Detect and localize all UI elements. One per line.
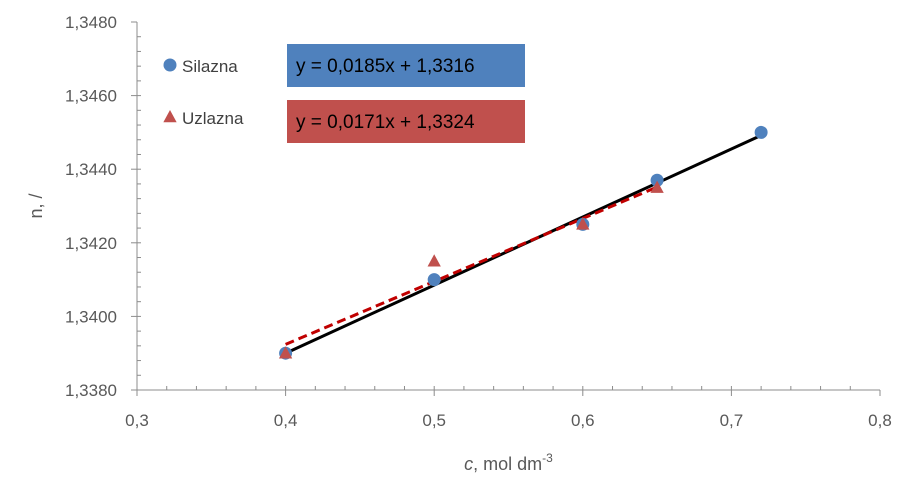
y-axis-title: n, / [26, 193, 46, 218]
legend-label-uzlazna: Uzlazna [182, 109, 244, 128]
x-tick-label: 0,7 [720, 411, 744, 430]
x-tick-label: 0,3 [125, 411, 149, 430]
y-tick-label: 1,3480 [65, 13, 117, 32]
trendline-uzlazna [286, 187, 657, 344]
x-tick-label: 0,8 [868, 411, 892, 430]
y-tick-label: 1,3460 [65, 87, 117, 106]
point-uzlazna [428, 254, 441, 266]
y-tick-label: 1,3400 [65, 307, 117, 326]
x-axis-title: c, mol dm-3 [464, 451, 553, 474]
equation-text-silazna: y = 0,0185x + 1,3316 [296, 56, 475, 77]
legend-marker-silazna [164, 59, 177, 72]
x-axis-title-unit: , mol dm [473, 454, 542, 474]
point-silazna [428, 273, 441, 286]
y-tick-label: 1,3380 [65, 381, 117, 400]
x-axis-title-exponent: -3 [542, 451, 553, 465]
x-axis-title-symbol: c [464, 454, 473, 474]
legend: Silazna Uzlazna [163, 57, 244, 128]
x-tick-label: 0,5 [422, 411, 446, 430]
y-tick-label: 1,3420 [65, 234, 117, 253]
x-tick-label: 0,6 [571, 411, 595, 430]
y-tick-label: 1,3440 [65, 160, 117, 179]
trendlines [286, 135, 762, 353]
trend-equations: y = 0,0185x + 1,3316 y = 0,0171x + 1,3324 [287, 44, 525, 143]
equation-text-uzlazna: y = 0,0171x + 1,3324 [296, 112, 475, 133]
point-silazna [755, 126, 768, 139]
x-tick-label: 0,4 [274, 411, 298, 430]
legend-label-silazna: Silazna [182, 57, 238, 76]
legend-marker-uzlazna [163, 110, 176, 122]
